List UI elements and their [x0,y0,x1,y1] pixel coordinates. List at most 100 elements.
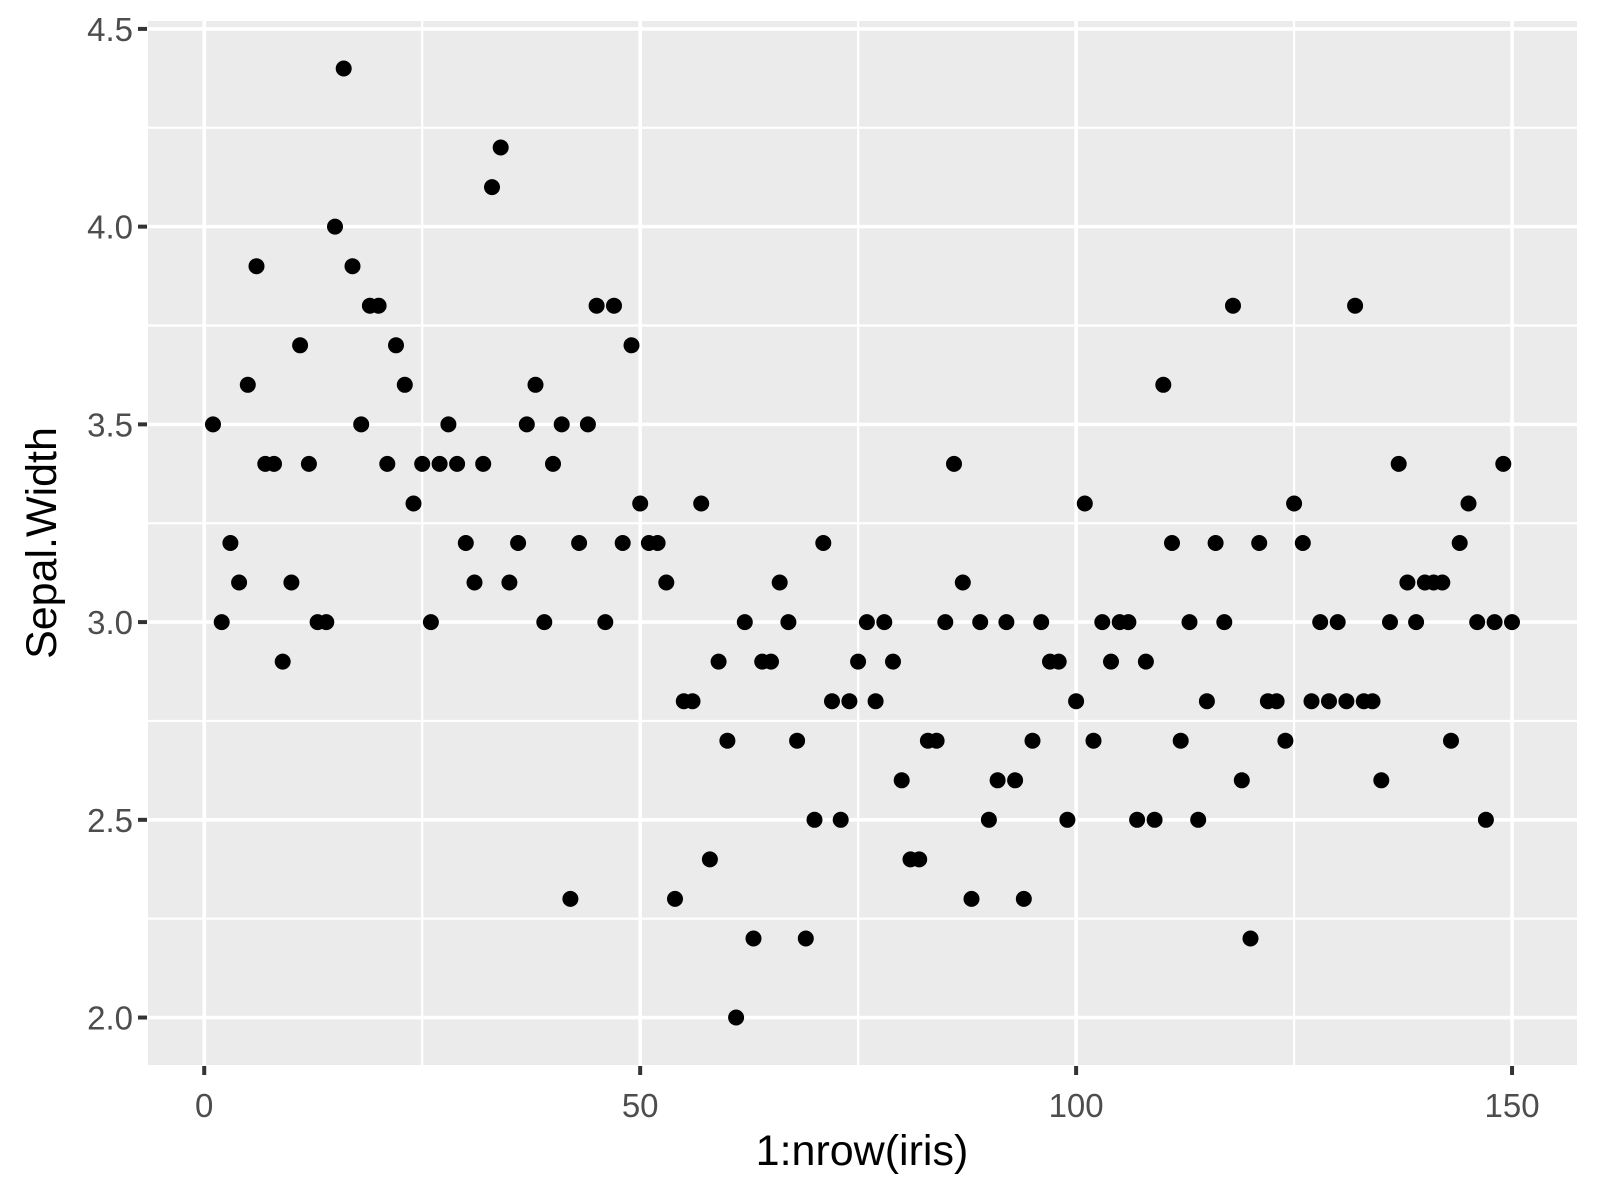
y-tick-label: 2.0 [87,1000,133,1037]
data-point [946,455,962,472]
data-point [858,614,875,631]
data-point [292,337,309,354]
data-point [518,416,535,433]
data-point [1443,732,1459,749]
data-point [780,614,797,631]
data-point [1469,614,1486,631]
data-point [701,851,718,868]
x-axis-title: 1:nrow(iris) [756,1127,969,1175]
data-point [1216,614,1233,631]
data-point [1007,772,1024,789]
data-point [283,574,300,591]
data-point [1120,614,1137,631]
data-point [1172,732,1189,749]
data-point [728,1009,745,1026]
data-point [248,258,265,275]
data-point [763,653,779,670]
data-point [832,811,849,828]
data-point [1181,614,1198,631]
data-point [1434,574,1451,591]
data-point [1207,535,1224,551]
data-point [867,693,884,710]
data-point [1321,693,1337,710]
data-point [1504,614,1520,631]
data-point [379,455,396,472]
data-point [492,139,509,156]
data-point [274,653,291,670]
y-tick-label: 2.5 [87,802,133,839]
data-point [588,297,605,314]
data-point [1294,535,1311,551]
data-point [536,614,553,631]
data-point [1015,890,1032,907]
data-point [806,811,823,828]
data-point [1451,535,1468,551]
data-point [876,614,893,631]
plot-panel-background [148,21,1577,1065]
data-point [980,811,997,828]
y-tick-label: 3.5 [87,406,133,443]
data-point [1146,811,1163,828]
data-point [885,653,901,670]
data-point [335,60,352,77]
data-point [1338,693,1355,710]
major-gridlines [148,21,1577,1065]
data-point [797,930,814,947]
y-tick-label: 4.5 [87,11,133,48]
data-point [353,416,370,433]
data-point [1286,495,1303,512]
data-point [1198,693,1215,710]
data-point [815,535,832,551]
data-point [475,455,492,472]
data-point [1085,732,1102,749]
y-axis: 2.0 2.5 3.0 3.5 4.0 4.5 [87,11,147,1037]
data-point [222,535,239,551]
data-point [1024,732,1041,749]
data-point [632,495,649,512]
data-point [327,218,343,235]
data-point [344,258,361,275]
data-point [1068,693,1085,710]
data-point [606,297,622,314]
data-point [457,535,474,551]
data-point [239,376,256,393]
data-point [972,614,989,631]
data-point [396,376,413,393]
data-point [422,614,439,631]
data-point [1347,297,1364,314]
data-point [1129,811,1146,828]
x-tick-label: 100 [1049,1087,1104,1124]
data-point [719,732,736,749]
data-point [597,614,614,631]
data-point [623,337,640,354]
data-point [824,693,840,710]
data-point [388,337,404,354]
data-point [466,574,483,591]
data-point [510,535,527,551]
data-point [501,574,518,591]
x-axis: 0 50 100 150 [195,1066,1540,1124]
data-point [1050,653,1067,670]
data-point [1268,693,1285,710]
data-point [937,614,954,631]
data-point [562,890,579,907]
data-point [571,535,588,551]
x-tick-label: 150 [1485,1087,1540,1124]
data-point [1251,535,1268,551]
data-point [841,693,858,710]
data-point [205,416,221,433]
data-point [667,890,683,907]
data-point [963,890,980,907]
data-point [1225,297,1241,314]
x-tick-label: 50 [622,1087,659,1124]
y-tick-label: 3.0 [87,604,133,641]
data-point [789,732,806,749]
data-point [1137,653,1154,670]
data-point [1059,811,1076,828]
y-axis-title: Sepal.Width [18,427,66,659]
x-tick-label: 0 [195,1087,213,1124]
data-point [1408,614,1425,631]
data-point [893,772,910,789]
